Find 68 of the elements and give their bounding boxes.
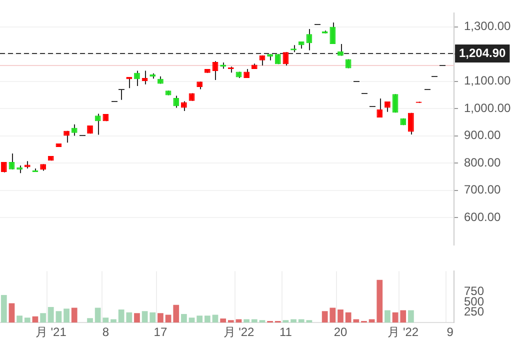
- bar: [181, 314, 187, 323]
- bar: [32, 316, 38, 323]
- bar: [220, 318, 226, 323]
- bar: [384, 310, 390, 323]
- bar: [298, 319, 304, 323]
- candlestick: [142, 70, 148, 85]
- y-tick-label: 700.00: [464, 182, 502, 197]
- bar: [244, 319, 250, 323]
- x-tick-label: 8: [102, 325, 110, 340]
- bar: [196, 316, 203, 323]
- bar: [400, 310, 406, 323]
- y-tick-label: 1,000.00: [464, 100, 512, 115]
- bar: [204, 316, 210, 323]
- bar: [282, 320, 289, 323]
- bar: [8, 303, 15, 323]
- bar: [173, 304, 180, 323]
- y-tick-label: 1,300.00: [464, 19, 512, 34]
- candlestick: [181, 100, 187, 112]
- x-tick-label: 9: [446, 325, 454, 340]
- bar: [306, 320, 312, 323]
- x-tick-label: 11: [279, 325, 292, 340]
- candlestick: [134, 70, 140, 86]
- y-tick-label: 800.00: [464, 155, 502, 170]
- bar: [188, 318, 195, 323]
- bar: [24, 318, 30, 323]
- bar: [110, 319, 116, 323]
- candlestick: [282, 52, 289, 66]
- x-tick-label: 17: [154, 325, 168, 340]
- bar: [338, 309, 344, 323]
- y-tick-label: 900.00: [464, 128, 502, 142]
- bar: [376, 280, 383, 323]
- bar: [212, 314, 218, 323]
- bar: [56, 311, 62, 323]
- y-tick-label: 1,100.00: [464, 74, 512, 88]
- candlestick: [306, 28, 312, 51]
- bar: [16, 316, 23, 323]
- x-tick-label: 月 '21: [35, 325, 67, 340]
- bar: [150, 312, 156, 323]
- bar: [392, 312, 398, 323]
- bar: [158, 313, 164, 323]
- ref-line-label: 1,204.90: [459, 46, 506, 60]
- candlestick: [173, 95, 180, 108]
- bar: [251, 319, 258, 323]
- bar: [165, 314, 172, 323]
- bar: [0, 295, 7, 323]
- bar: [48, 306, 54, 323]
- bar: [134, 313, 140, 323]
- candlestick: [376, 98, 383, 118]
- candlestick: [408, 112, 414, 135]
- bar: [259, 320, 266, 323]
- bar: [228, 320, 234, 323]
- candlestick: [8, 153, 15, 170]
- bar: [87, 318, 93, 323]
- candlestick: [212, 60, 218, 80]
- x-tick-label: 月 '22: [388, 325, 419, 340]
- bar: [408, 310, 414, 323]
- bar: [290, 319, 296, 323]
- x-tick-label: 月 '22: [223, 325, 255, 340]
- candlestick: [94, 113, 101, 136]
- bar: [64, 308, 70, 323]
- bar: [40, 313, 46, 323]
- x-tick-label: 20: [334, 325, 348, 340]
- candlestick: [71, 124, 78, 136]
- candlestick: [118, 88, 125, 100]
- bar: [71, 308, 78, 323]
- bar: [142, 311, 148, 323]
- y-tick-label: 600.00: [464, 210, 502, 224]
- candlestick: [330, 22, 336, 44]
